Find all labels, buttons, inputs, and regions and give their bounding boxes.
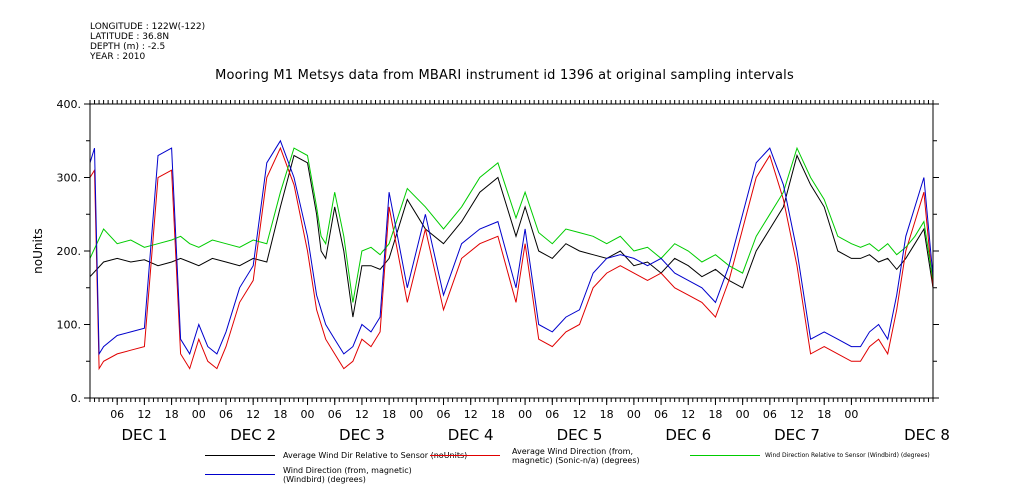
legend-swatch-3: [205, 474, 275, 475]
day-label: DEC 5: [557, 426, 603, 444]
day-label: DEC 8: [904, 426, 950, 444]
series-line-0: [89, 154, 934, 318]
day-label: DEC 1: [121, 426, 167, 444]
legend-swatch-1: [430, 455, 500, 456]
x-tick-label: 18: [165, 408, 179, 421]
x-tick-label: 06: [763, 408, 777, 421]
x-tick-label: 18: [817, 408, 831, 421]
x-tick-label: 00: [301, 408, 315, 421]
x-tick-label: 06: [328, 408, 342, 421]
x-tick-label: 00: [844, 408, 858, 421]
legend-entry-0: Average Wind Dir Relative to Sensor (noU…: [283, 451, 468, 460]
x-tick-label: 00: [409, 408, 423, 421]
x-tick-label: 00: [518, 408, 532, 421]
x-tick-label: 18: [708, 408, 722, 421]
x-tick-label: 18: [491, 408, 505, 421]
series-line-1: [89, 146, 934, 371]
x-tick-label: 12: [572, 408, 586, 421]
x-tick-label: 18: [382, 408, 396, 421]
y-tick-label: 200.: [57, 245, 82, 258]
meta-longitude: LONGITUDE : 122W(-122): [90, 22, 206, 32]
x-tick-label: 12: [790, 408, 804, 421]
day-label: DEC 3: [339, 426, 385, 444]
y-tick-label: 400.: [57, 98, 82, 111]
series-line-2: [89, 146, 934, 303]
x-tick-label: 06: [654, 408, 668, 421]
x-tick-label: 00: [192, 408, 206, 421]
day-label: DEC 6: [665, 426, 711, 444]
legend-swatch-0: [205, 455, 275, 456]
metadata-block: LONGITUDE : 122W(-122) LATITUDE : 36.8N …: [90, 22, 205, 62]
legend-swatch-2: [690, 455, 760, 456]
meta-depth: DEPTH (m) : -2.5: [90, 42, 166, 52]
legend-entry-3: Wind Direction (from, magnetic) (Windbir…: [283, 466, 412, 484]
day-label: DEC 7: [774, 426, 820, 444]
y-tick-label: 100.: [57, 319, 82, 332]
x-tick-label: 12: [137, 408, 151, 421]
day-label: DEC 4: [448, 426, 494, 444]
x-tick-label: 00: [627, 408, 641, 421]
meta-latitude: LATITUDE : 36.8N: [90, 32, 170, 42]
day-label: DEC 2: [230, 426, 276, 444]
x-tick-label: 00: [736, 408, 750, 421]
x-tick-label: 12: [464, 408, 478, 421]
meta-year: YEAR : 2010: [90, 52, 146, 62]
series-layer: [89, 139, 934, 371]
legend-entry-2: Wind Direction Relative to Sensor (Windb…: [765, 452, 930, 459]
x-tick-label: 18: [600, 408, 614, 421]
y-axis-label: noUnits: [31, 228, 45, 274]
y-tick-label: 0.: [71, 392, 82, 405]
legend-entry-1: Average Wind Direction (from, magnetic) …: [512, 447, 640, 465]
y-tick-label: 300.: [57, 172, 82, 185]
x-tick-label: 12: [681, 408, 695, 421]
x-tick-label: 12: [355, 408, 369, 421]
x-tick-label: 06: [437, 408, 451, 421]
x-tick-label: 18: [273, 408, 287, 421]
axis-layer: 0. 100. 200. 300. 400. 06 12 18 00 06 12 18 00 06 12 18…: [57, 98, 950, 444]
x-tick-label: 06: [219, 408, 233, 421]
chart-title: Mooring M1 Metsys data from MBARI instru…: [215, 68, 794, 83]
series-line-3: [89, 139, 934, 356]
x-tick-label: 06: [110, 408, 124, 421]
x-tick-label: 06: [545, 408, 559, 421]
x-tick-label: 12: [246, 408, 260, 421]
